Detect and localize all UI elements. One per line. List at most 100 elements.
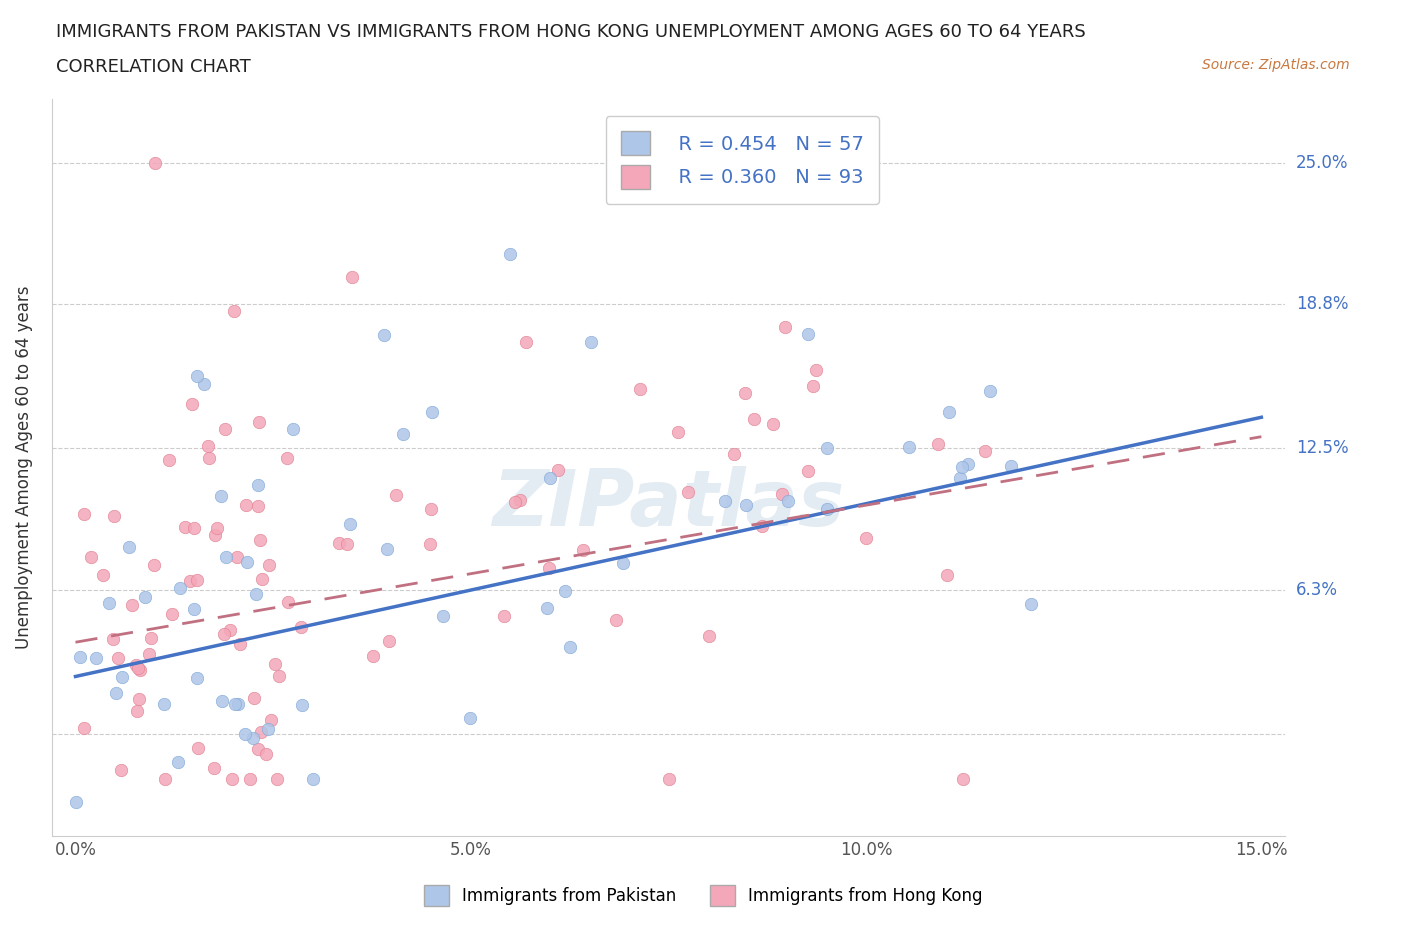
Point <box>499 246 522 261</box>
Point <box>155 772 177 787</box>
Point <box>250 724 273 739</box>
Point <box>538 561 561 576</box>
Point <box>242 731 264 746</box>
Point <box>225 550 247 565</box>
Point <box>419 537 441 551</box>
Y-axis label: Unemployment Among Ages 60 to 64 years: Unemployment Among Ages 60 to 64 years <box>15 286 32 649</box>
Point <box>197 451 219 466</box>
Point <box>742 412 765 427</box>
Point <box>612 555 634 570</box>
Point <box>734 386 756 401</box>
Legend: Immigrants from Pakistan, Immigrants from Hong Kong: Immigrants from Pakistan, Immigrants fro… <box>418 879 988 912</box>
Point <box>361 648 384 663</box>
Point <box>245 587 267 602</box>
Point <box>69 649 91 664</box>
Point <box>950 460 973 475</box>
Point <box>801 379 824 394</box>
Point <box>222 304 245 319</box>
Point <box>228 636 250 651</box>
Point <box>579 335 602 350</box>
Point <box>340 270 363 285</box>
Point <box>291 698 314 712</box>
Point <box>73 721 96 736</box>
Point <box>103 509 125 524</box>
Point <box>267 669 290 684</box>
Point <box>235 498 257 512</box>
Point <box>734 498 756 512</box>
Legend:   R = 0.454   N = 57,   R = 0.360   N = 93: R = 0.454 N = 57, R = 0.360 N = 93 <box>606 116 879 204</box>
Point <box>572 542 595 557</box>
Point <box>770 487 793 502</box>
Point <box>339 517 361 532</box>
Point <box>806 363 828 378</box>
Text: 6.3%: 6.3% <box>1296 580 1339 599</box>
Point <box>257 722 280 737</box>
Point <box>956 457 979 472</box>
Point <box>723 446 745 461</box>
Point <box>558 640 581 655</box>
Point <box>138 646 160 661</box>
Point <box>328 536 350 551</box>
Point <box>290 620 312 635</box>
Point <box>247 478 270 493</box>
Point <box>179 574 201 589</box>
Point <box>938 405 960 419</box>
Point <box>547 462 569 477</box>
Point <box>509 493 531 508</box>
Point <box>111 670 134 684</box>
Point <box>263 657 285 671</box>
Point <box>157 453 180 468</box>
Point <box>127 660 149 675</box>
Point <box>110 763 132 777</box>
Point <box>143 155 166 170</box>
Point <box>373 328 395 343</box>
Point <box>242 691 264 706</box>
Point <box>281 422 304 437</box>
Point <box>86 650 108 665</box>
Point <box>697 629 720 644</box>
Point <box>276 450 298 465</box>
Point <box>209 488 232 503</box>
Point <box>257 557 280 572</box>
Point <box>197 439 219 454</box>
Point <box>336 537 359 551</box>
Point <box>375 541 398 556</box>
Point <box>211 694 233 709</box>
Text: ZIPatlas: ZIPatlas <box>492 467 845 542</box>
Point <box>432 608 454 623</box>
Point <box>183 521 205 536</box>
Point <box>378 634 401 649</box>
Point <box>254 747 277 762</box>
Point <box>762 416 785 431</box>
Point <box>796 463 818 478</box>
Point <box>142 557 165 572</box>
Point <box>420 405 443 419</box>
Point <box>73 507 96 522</box>
Point <box>1019 596 1042 611</box>
Text: CORRELATION CHART: CORRELATION CHART <box>56 58 252 75</box>
Point <box>169 580 191 595</box>
Text: 12.5%: 12.5% <box>1296 439 1348 458</box>
Point <box>538 471 561 485</box>
Point <box>128 692 150 707</box>
Point <box>153 697 176 711</box>
Point <box>492 608 515 623</box>
Point <box>181 397 204 412</box>
Point <box>277 595 299 610</box>
Point <box>419 501 441 516</box>
Point <box>385 488 408 503</box>
Point <box>676 485 699 499</box>
Point <box>250 571 273 586</box>
Point <box>927 436 949 451</box>
Point <box>204 527 226 542</box>
Point <box>134 590 156 604</box>
Point <box>815 501 838 516</box>
Point <box>224 697 246 711</box>
Point <box>775 320 797 335</box>
Point <box>503 495 526 510</box>
Point <box>952 772 974 787</box>
Point <box>536 600 558 615</box>
Point <box>628 381 651 396</box>
Point <box>167 754 190 769</box>
Point <box>797 327 820 342</box>
